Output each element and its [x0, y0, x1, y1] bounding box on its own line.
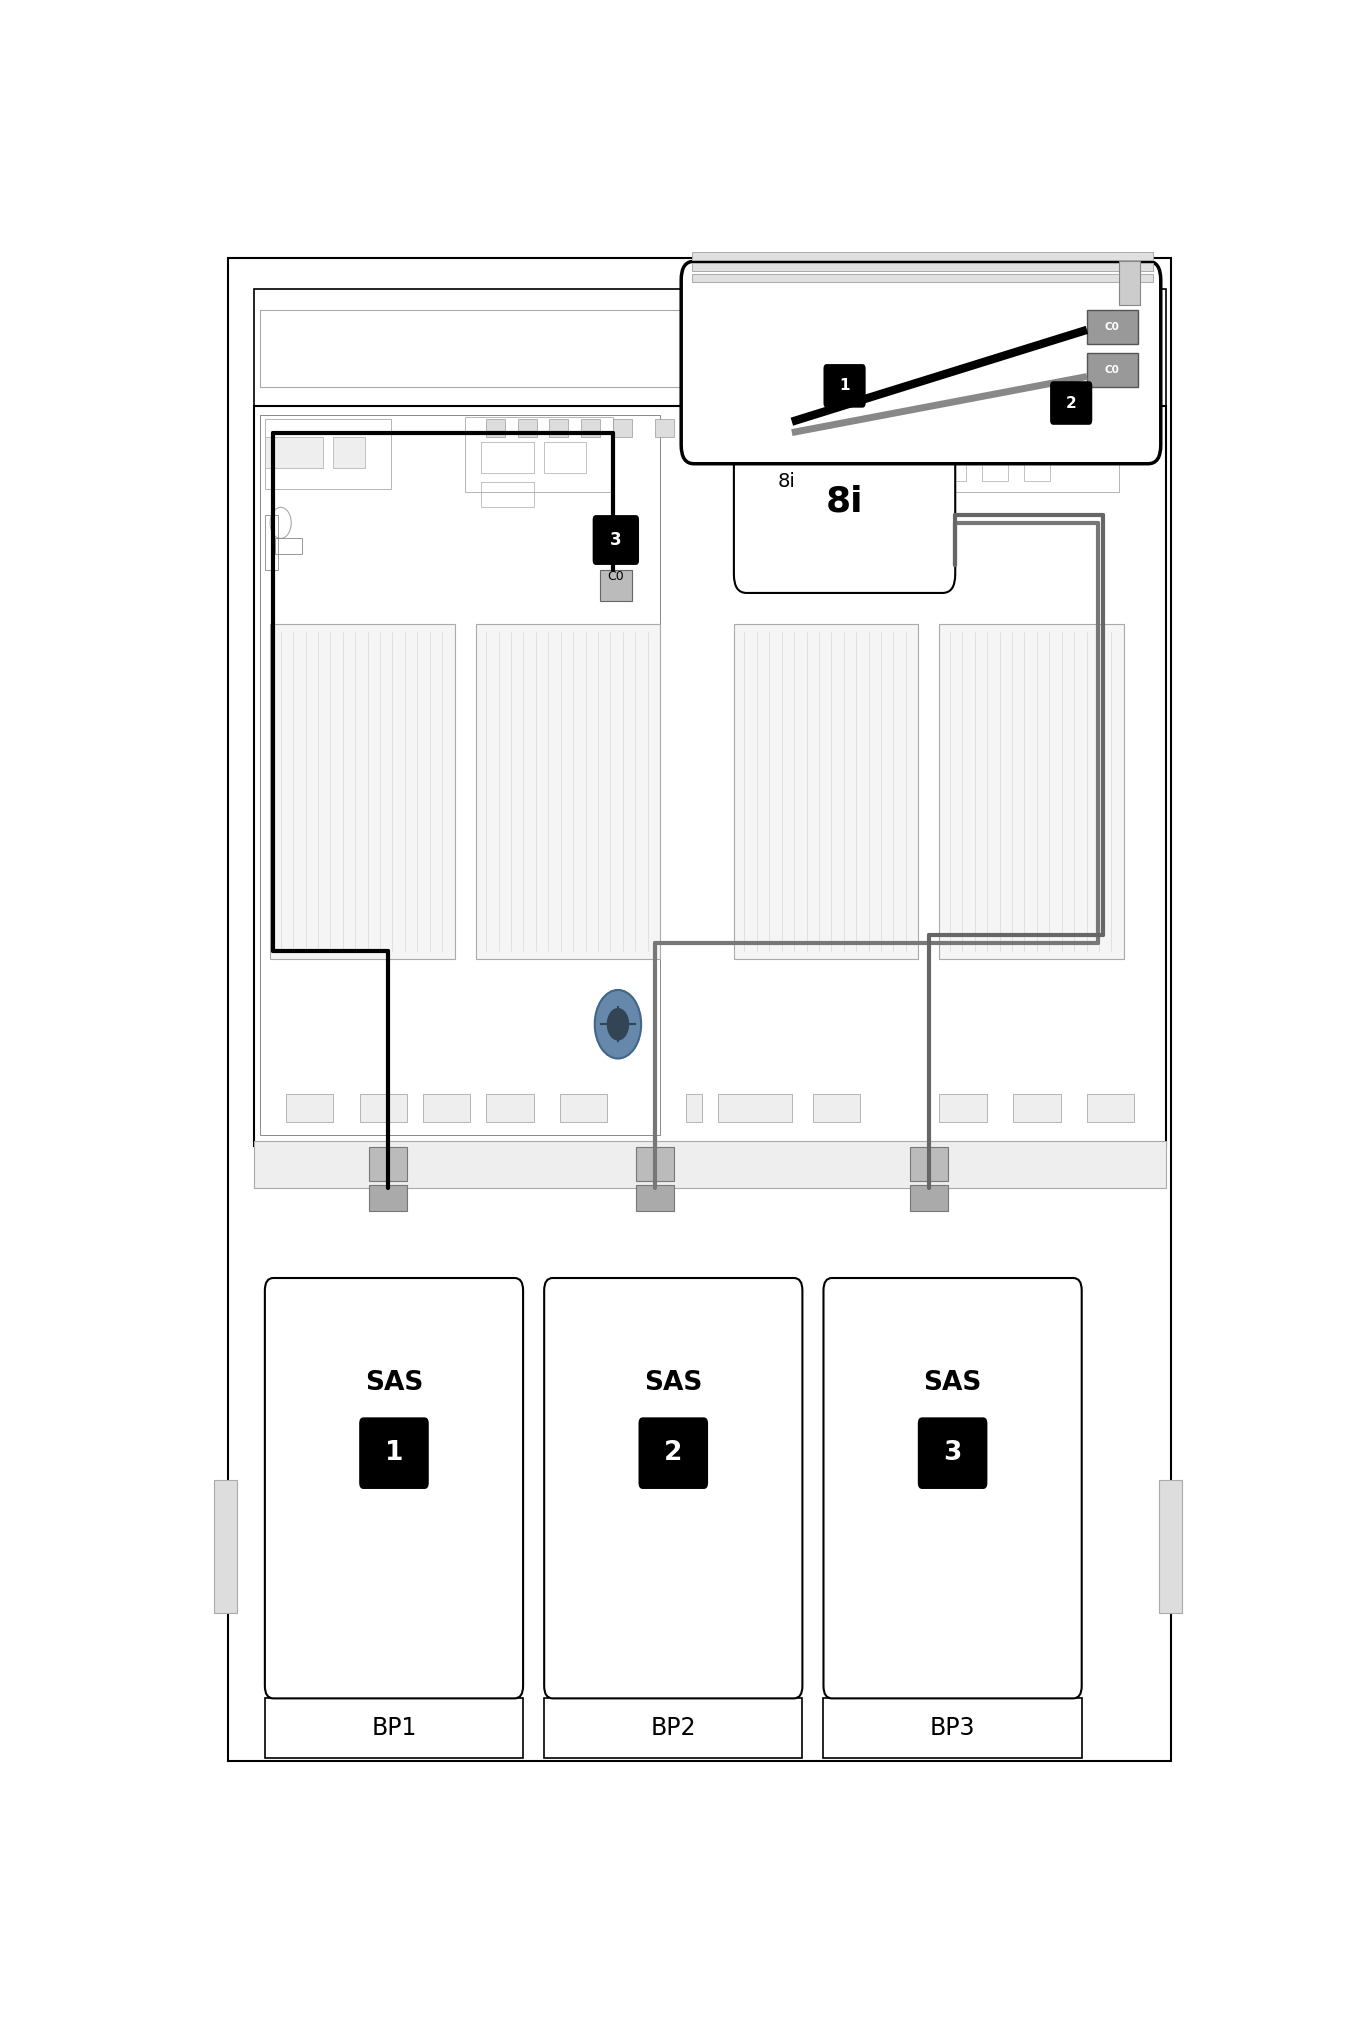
FancyBboxPatch shape — [1050, 382, 1092, 425]
Bar — [228, 259, 1171, 1761]
Bar — [549, 419, 568, 437]
Bar — [254, 1140, 1166, 1187]
Bar — [1077, 655, 1103, 679]
Text: 3: 3 — [611, 532, 622, 550]
Bar — [260, 415, 660, 1134]
Bar — [1013, 1094, 1061, 1122]
Bar — [813, 1094, 861, 1122]
Bar — [940, 427, 966, 481]
Text: SAS: SAS — [923, 1371, 982, 1395]
Bar — [544, 443, 586, 473]
Bar — [518, 419, 537, 437]
Bar — [1087, 354, 1137, 388]
Circle shape — [608, 1009, 628, 1039]
Bar — [465, 417, 613, 491]
Text: SAS: SAS — [364, 1371, 423, 1395]
Bar — [333, 437, 364, 469]
Bar — [487, 419, 505, 437]
Bar — [734, 625, 918, 958]
FancyBboxPatch shape — [681, 261, 1161, 463]
Bar — [581, 419, 600, 437]
Text: 1: 1 — [839, 378, 850, 394]
Bar — [1087, 1094, 1134, 1122]
Text: 8i: 8i — [826, 483, 864, 518]
Bar — [265, 516, 277, 570]
Bar — [824, 1698, 1081, 1757]
Bar — [476, 625, 660, 958]
Text: 3: 3 — [944, 1440, 962, 1466]
Bar — [718, 1094, 792, 1122]
Bar — [613, 419, 631, 437]
Circle shape — [594, 991, 641, 1058]
Bar — [481, 443, 533, 473]
Text: BP1: BP1 — [371, 1717, 416, 1741]
Bar — [940, 625, 1123, 958]
Bar — [1024, 427, 1050, 481]
Bar — [1159, 1480, 1182, 1614]
Bar — [692, 253, 1153, 259]
FancyBboxPatch shape — [824, 1278, 1081, 1698]
Bar — [1118, 261, 1140, 305]
Bar — [481, 483, 533, 508]
Bar — [910, 1185, 948, 1211]
Bar — [1087, 309, 1137, 344]
FancyBboxPatch shape — [918, 1417, 987, 1488]
FancyBboxPatch shape — [824, 364, 865, 408]
Bar — [260, 309, 724, 388]
Bar — [544, 1698, 802, 1757]
Text: C0: C0 — [608, 554, 624, 566]
Bar — [656, 419, 673, 437]
Text: 8i: 8i — [778, 471, 796, 491]
Bar — [369, 1146, 407, 1181]
FancyBboxPatch shape — [593, 516, 639, 564]
FancyBboxPatch shape — [638, 1417, 709, 1488]
Text: BP2: BP2 — [650, 1717, 696, 1741]
Bar — [636, 1185, 673, 1211]
Bar — [275, 538, 302, 554]
Bar — [913, 352, 949, 437]
Bar — [1024, 374, 1151, 437]
Bar — [692, 263, 1153, 271]
Bar — [560, 1094, 608, 1122]
Text: 1: 1 — [385, 1440, 403, 1466]
FancyBboxPatch shape — [265, 1278, 524, 1698]
Bar — [265, 419, 392, 489]
Bar — [887, 415, 1118, 491]
Bar — [887, 453, 929, 491]
Bar — [910, 1146, 948, 1181]
Bar — [265, 1698, 524, 1757]
Bar — [692, 273, 1153, 281]
Bar — [687, 1094, 702, 1122]
Bar — [254, 406, 1166, 1146]
Bar — [265, 437, 322, 469]
Bar — [359, 1094, 407, 1122]
Bar — [369, 1185, 407, 1211]
Bar — [636, 1146, 673, 1181]
Text: BP3: BP3 — [930, 1717, 975, 1741]
Text: C0: C0 — [1104, 321, 1119, 332]
FancyBboxPatch shape — [734, 408, 955, 592]
Text: 2: 2 — [1066, 396, 1077, 410]
Bar — [271, 625, 454, 958]
Bar — [487, 1094, 533, 1122]
Bar — [254, 289, 1166, 406]
Text: SAS: SAS — [645, 1371, 703, 1395]
Bar — [423, 1094, 471, 1122]
FancyBboxPatch shape — [359, 1417, 428, 1488]
Bar — [286, 1094, 333, 1122]
Bar — [215, 1480, 238, 1614]
Bar — [940, 1094, 987, 1122]
Bar — [600, 570, 631, 601]
FancyBboxPatch shape — [544, 1278, 802, 1698]
Bar — [982, 427, 1008, 481]
Text: C0: C0 — [1104, 366, 1119, 376]
Text: C0: C0 — [608, 570, 624, 582]
Text: 2: 2 — [664, 1440, 683, 1466]
